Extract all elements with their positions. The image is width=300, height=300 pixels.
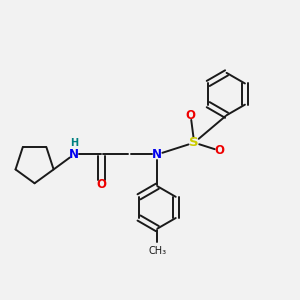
Text: H: H [70, 138, 78, 148]
Text: O: O [97, 178, 107, 191]
Text: O: O [214, 144, 224, 157]
Text: N: N [69, 148, 79, 161]
Text: N: N [152, 148, 162, 161]
Text: S: S [189, 136, 199, 149]
Text: O: O [186, 109, 196, 122]
Text: CH₃: CH₃ [148, 246, 166, 256]
